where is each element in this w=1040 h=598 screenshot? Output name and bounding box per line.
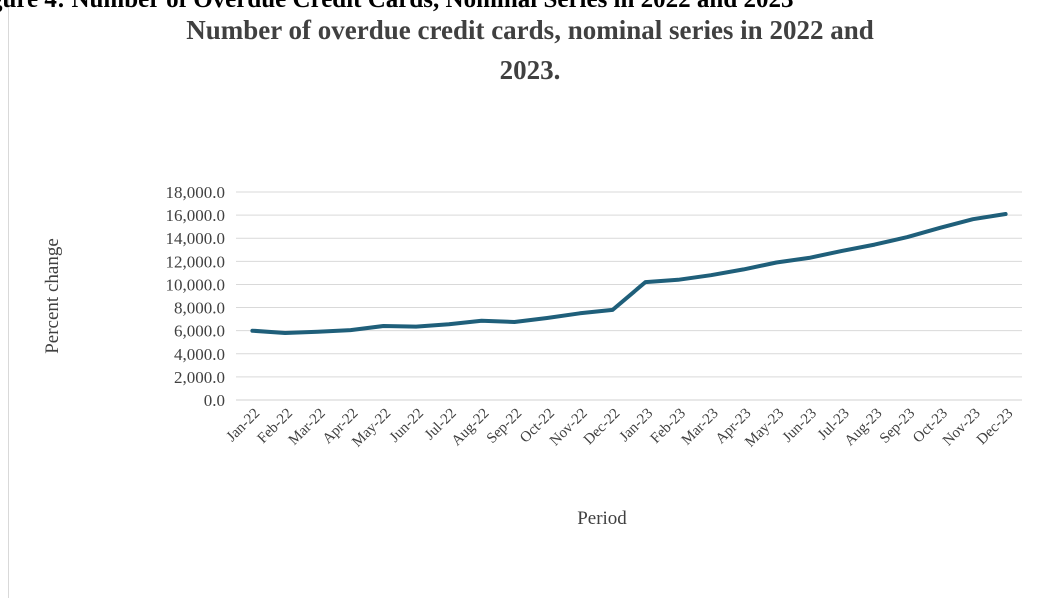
- x-tick-label: Aug-23: [842, 406, 886, 450]
- y-tick-label: 4,000.0: [174, 345, 225, 364]
- y-tick-label: 8,000.0: [174, 299, 225, 318]
- y-tick-label: 6,000.0: [174, 322, 225, 341]
- chart-title-line-1: Number of overdue credit cards, nominal …: [186, 15, 874, 45]
- x-axis-ticks: Jan-22Feb-22Mar-22Apr-22May-22Jun-22Jul-…: [224, 406, 1017, 451]
- chart-title-line-2: 2023.: [499, 55, 561, 85]
- y-tick-label: 0.0: [204, 391, 225, 410]
- x-tick-label: Mar-23: [679, 406, 722, 449]
- x-axis-label: Period: [577, 508, 627, 529]
- series-polyline: [250, 212, 1008, 335]
- x-tick-label: Nov-23: [940, 406, 984, 450]
- y-axis-ticks: 0.0 2,000.0 4,000.0 6,000.0 8,000.0 10,000.0 1…: [166, 183, 226, 410]
- y-tick-label: 10,000.0: [166, 275, 226, 294]
- x-tick-label: Jun-23: [780, 406, 820, 446]
- figure-caption-cut: gure 4: Number of Overdue Credit Cards, …: [0, 0, 1040, 12]
- page-left-border: [8, 0, 9, 598]
- series-line: [250, 212, 1008, 335]
- x-tick-label: Mar-22: [286, 406, 329, 449]
- x-tick-label: Dec-23: [974, 406, 1017, 449]
- y-tick-label: 14,000.0: [166, 229, 226, 248]
- y-tick-label: 16,000.0: [166, 206, 226, 225]
- chart-title: Number of overdue credit cards, nominal …: [0, 10, 1040, 90]
- x-tick-label: Aug-22: [449, 406, 493, 450]
- x-tick-label: Sep-22: [484, 406, 525, 447]
- y-tick-label: 12,000.0: [166, 252, 226, 271]
- x-tick-label: Jun-22: [387, 406, 427, 446]
- y-tick-label: 18,000.0: [166, 183, 226, 202]
- x-tick-label: Nov-22: [547, 406, 591, 450]
- x-tick-label: Sep-23: [877, 406, 918, 447]
- y-tick-label: 2,000.0: [174, 368, 225, 387]
- y-axis-label: Percent change: [42, 238, 63, 354]
- gridlines: [236, 191, 1022, 401]
- x-tick-label: Dec-22: [581, 406, 624, 449]
